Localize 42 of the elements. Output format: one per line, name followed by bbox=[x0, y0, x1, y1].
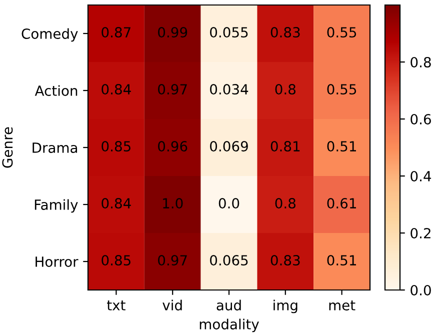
data-label: 0.55 bbox=[327, 84, 356, 95]
x-tick-label: img bbox=[274, 300, 298, 314]
data-label: 0.84 bbox=[102, 198, 131, 209]
x-tick-label: met bbox=[329, 300, 356, 310]
data-label: 0.84 bbox=[102, 84, 131, 95]
color-bar-label: 0.0 bbox=[410, 284, 431, 296]
y-tick-label: Family bbox=[34, 199, 78, 213]
data-label: 0.97 bbox=[158, 84, 187, 95]
data-label: 0.83 bbox=[270, 255, 300, 266]
color-bar-label: 0.8 bbox=[410, 56, 431, 68]
x-tick-label: txt bbox=[107, 300, 126, 310]
data-label: 0.055 bbox=[210, 27, 248, 38]
data-label: 0.069 bbox=[210, 141, 248, 152]
data-label: 0.96 bbox=[158, 141, 188, 152]
data-label: 0.85 bbox=[102, 255, 130, 266]
color-bar-label: 0.2 bbox=[410, 228, 430, 238]
data-label: 0.51 bbox=[327, 255, 356, 266]
y-tick-label: Comedy bbox=[22, 28, 78, 42]
data-label: 0.55 bbox=[327, 27, 356, 38]
y-tick-label: Horror bbox=[36, 256, 78, 267]
data-label: 0.065 bbox=[210, 255, 248, 266]
data-label: 0.85 bbox=[102, 141, 130, 152]
data-label: 0.51 bbox=[327, 141, 356, 152]
data-label: 0.034 bbox=[210, 84, 248, 95]
y-tick-label: Drama bbox=[32, 142, 78, 153]
data-label: 0.87 bbox=[102, 27, 130, 38]
color-bar-label: 0.4 bbox=[410, 170, 432, 182]
color-bar-label: 0.6 bbox=[410, 114, 431, 124]
data-label: 0.8 bbox=[275, 198, 296, 209]
data-label: 0.97 bbox=[158, 255, 187, 266]
data-label: 0.61 bbox=[327, 198, 356, 209]
data-label: 1.0 bbox=[163, 198, 183, 209]
data-label: 0.8 bbox=[275, 84, 296, 95]
x-axis-title: modality bbox=[200, 318, 259, 332]
data-label: 0.0 bbox=[218, 198, 240, 209]
x-tick-label: aud bbox=[216, 300, 241, 310]
y-axis-title: Genre bbox=[2, 127, 13, 168]
y-tick-label: Action bbox=[34, 85, 78, 96]
data-label: 0.99 bbox=[158, 27, 188, 38]
data-label: 0.81 bbox=[270, 141, 300, 152]
x-tick-label: vid bbox=[162, 300, 182, 310]
data-label: 0.83 bbox=[270, 27, 300, 38]
